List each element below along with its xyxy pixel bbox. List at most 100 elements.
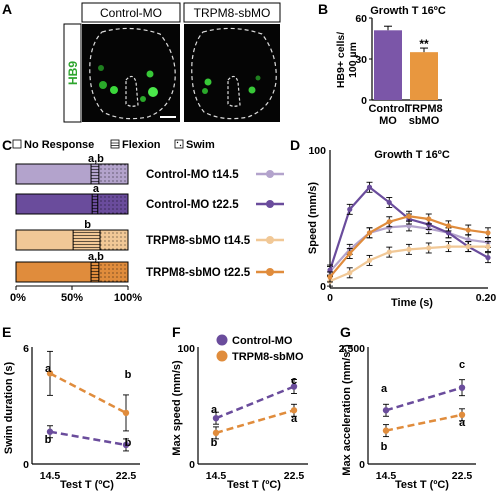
panel-d-point <box>406 246 412 252</box>
panel-b-ytick-label: 30 <box>355 54 367 66</box>
panel-label-c: C <box>2 137 12 153</box>
panel-e-xtick-label: 22.5 <box>116 470 137 482</box>
panel-f-stat-letter: a <box>211 404 218 416</box>
panel-b-ytick-label: 60 <box>355 13 367 25</box>
panel-d-point <box>485 230 491 236</box>
panel-d-point <box>426 216 432 222</box>
panel-d-point <box>426 221 432 228</box>
panel-d-point <box>485 244 491 250</box>
panel-c-xtick-label: 100% <box>114 292 142 304</box>
panel-g-stat-letter: c <box>459 359 465 371</box>
panel-b-ylabel-1: HB9+ cells/ <box>335 32 347 88</box>
panel-f-point <box>212 414 220 422</box>
panel-g-point <box>382 407 390 414</box>
panel-d-point <box>465 227 471 233</box>
panel-c-row-label: TRPM8-sbMO t14.5 <box>146 235 251 247</box>
legend-flexion: Flexion <box>122 139 161 151</box>
panel-f-ytick-label: 100 <box>177 343 195 355</box>
panel-d-point <box>347 270 353 276</box>
panel-d-point <box>366 184 373 190</box>
panel-g-point <box>458 384 466 391</box>
panel-g-stat-letter: a <box>381 383 388 395</box>
panel-c-bar-outline <box>15 193 129 215</box>
panel-e-stat-letter: b <box>45 434 52 446</box>
panel-g-xtick-label: 14.5 <box>376 470 397 482</box>
panel-e-point <box>122 441 130 449</box>
stain-label: HB9 <box>66 61 80 85</box>
panel-f-chart: 100 0 14.5 22.5 a c b a <box>177 343 308 482</box>
panel-c-swim-segment <box>100 230 128 250</box>
panel-c-stat-letter: b <box>84 219 91 231</box>
panel-c-xtick-label: 50% <box>61 292 83 304</box>
panel-g-series-line <box>385 386 463 412</box>
panel-f-stat-letter: c <box>291 375 297 387</box>
legend-trpm8-label: TRPM8-sbMO <box>232 351 304 363</box>
panel-e-ytick-label: 0 <box>23 459 29 471</box>
panel-e-ylabel: Swim duration (s) <box>3 362 15 455</box>
panel-c-row-key-marker <box>266 200 274 208</box>
panel-label-g: G <box>340 324 351 340</box>
panel-f-xlabel: Test T (ºC) <box>227 479 281 491</box>
panel-g-ylabel: Max acceleration (mm/s²) <box>341 344 353 476</box>
legend-swim: Swim <box>186 139 215 151</box>
panel-f-series-line <box>215 409 295 435</box>
panel-g-point <box>458 411 466 418</box>
panel-e-ytick-label: 6 <box>23 343 29 355</box>
panel-f-ylabel: Max speed (mm/s) <box>171 360 183 456</box>
panel-label-a: A <box>2 1 12 17</box>
panel-d-xlabel: Time (s) <box>391 297 433 309</box>
panel-d-point <box>465 244 471 250</box>
panel-e-point <box>46 370 54 377</box>
panel-g-point <box>382 427 390 434</box>
panel-b-bar <box>374 30 402 100</box>
panel-g-xlabel: Test T (ºC) <box>395 479 449 491</box>
panel-c-row-label: Control-MO t14.5 <box>146 169 239 181</box>
panel-f-point <box>212 429 220 437</box>
panel-d-point <box>327 267 333 273</box>
panel-e-xlabel: Test T (ºC) <box>60 479 114 491</box>
panel-b-bar2-label-1: TRPM8 <box>405 103 442 115</box>
panel-b-ylabel-2: 100 µm <box>347 42 359 78</box>
panel-f-point <box>290 383 298 390</box>
panel-d-chart: 100 00 0.20 <box>308 145 496 304</box>
panel-f-series-line <box>215 385 295 420</box>
panel-d-point <box>465 237 471 243</box>
panel-d-point <box>386 249 392 255</box>
panel-g-chart: 2,500 0 14.5 22.5 a c b a <box>339 343 476 482</box>
panel-c-swim-segment <box>98 164 128 184</box>
panel-c-bar-outline <box>15 261 129 283</box>
panel-label-b: B <box>318 1 328 17</box>
panel-d-point <box>445 230 452 236</box>
panel-d-point <box>327 274 333 280</box>
panel-c-row-key-marker <box>266 268 274 276</box>
panel-b-bar2-label-2: sbMO <box>409 115 440 127</box>
image1-label-box <box>81 2 181 23</box>
panel-e-series-line <box>49 372 127 415</box>
legend-flexion-swatch <box>110 139 120 149</box>
panel-c-swim-segment <box>97 194 128 214</box>
panel-e-chart: 6 0 14.5 22.5 a b b b <box>23 343 140 482</box>
panel-f-stat-letter: a <box>291 413 298 425</box>
panel-g-xtick-label: 22.5 <box>452 470 473 482</box>
panel-e-series-line <box>49 430 127 447</box>
panel-c-stat-letter: a,b <box>88 251 104 263</box>
panel-c-flexion-segment <box>92 194 98 214</box>
panel-b-bar <box>410 52 438 100</box>
panel-g-ytick-label: 0 <box>359 459 365 471</box>
panel-b-ytick-label: 0 <box>361 95 367 107</box>
panel-d-title: Growth T 16ºC <box>374 149 450 161</box>
legend-no-response: No Response <box>24 139 94 151</box>
image2-label: TRPM8-sbMO <box>194 6 271 20</box>
panel-d-ylabel: Speed (mm/s) <box>307 182 319 254</box>
panel-d-point <box>366 230 373 236</box>
panel-f-stat-letter: b <box>211 437 218 449</box>
stain-label-box <box>63 23 82 123</box>
legend-control-marker <box>216 334 228 346</box>
panel-d-ytick-label: 100 <box>308 145 326 157</box>
panel-e-stat-letter: b <box>125 437 132 449</box>
panel-d-point <box>426 245 432 251</box>
panel-d-point <box>445 223 452 229</box>
panel-d-point <box>366 257 373 263</box>
panel-d-point <box>485 255 491 261</box>
